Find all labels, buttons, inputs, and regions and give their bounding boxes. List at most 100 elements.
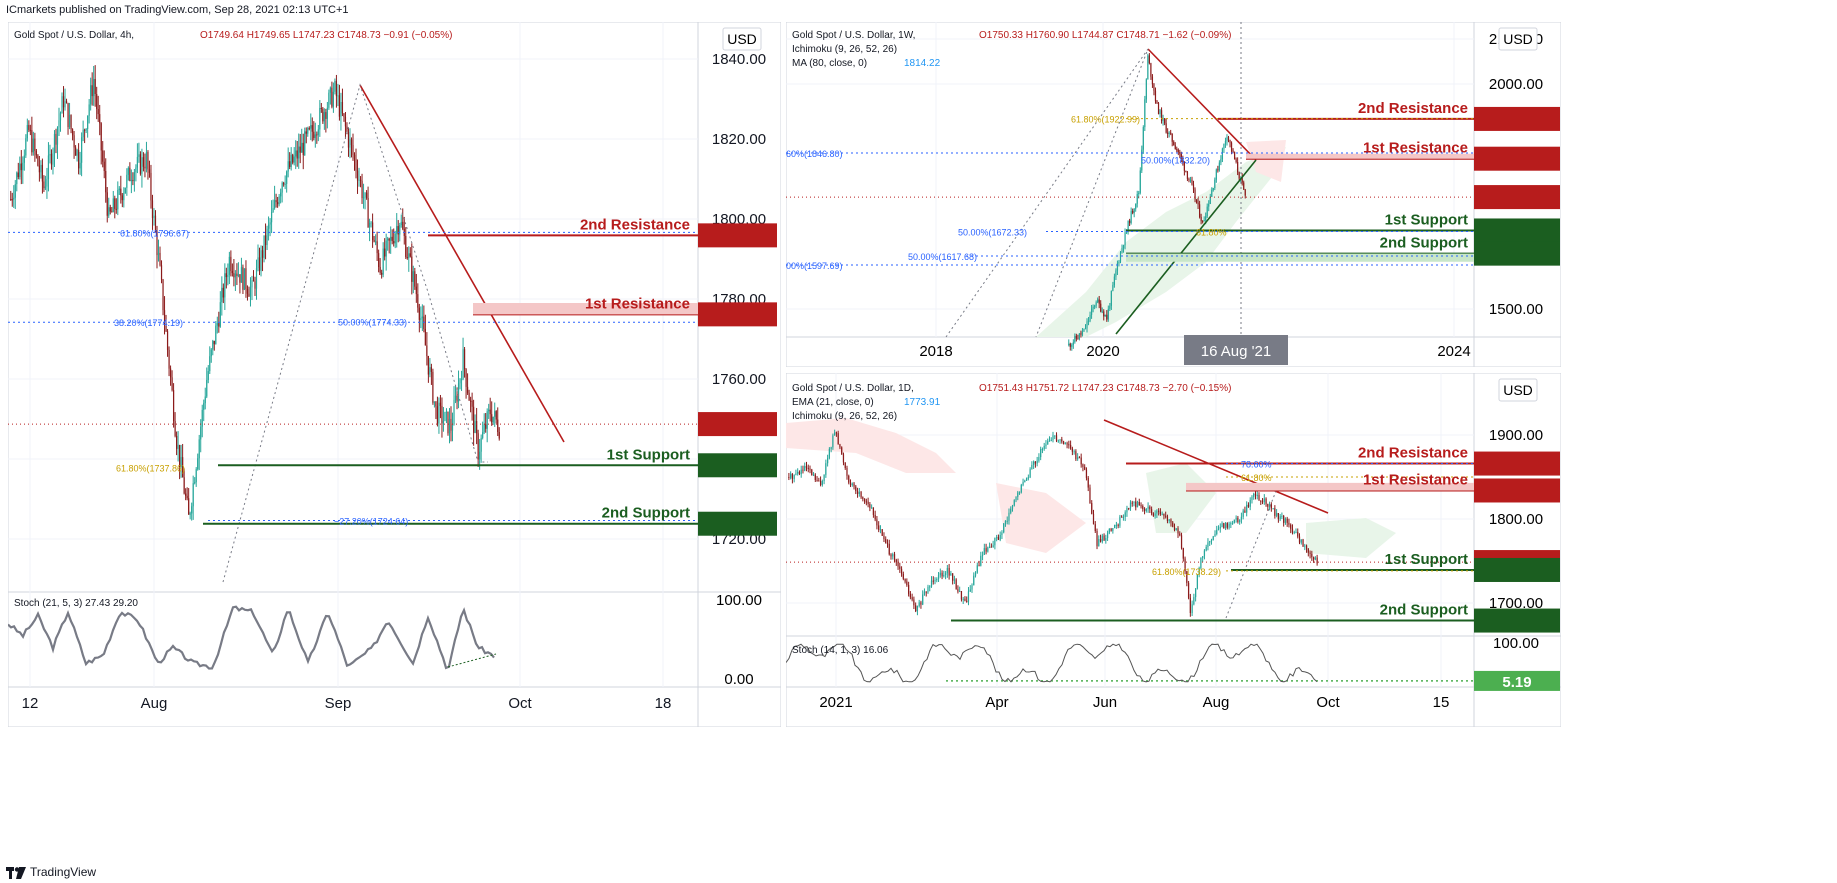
h4-candle-125 <box>198 439 200 459</box>
d1-candle-298 <box>1312 557 1315 560</box>
d1-candle-130 <box>1017 492 1019 497</box>
d1-candle-249 <box>1226 523 1228 528</box>
legend-title: Gold Spot / U.S. Dollar, 4h, <box>14 30 134 41</box>
h4-candle-144 <box>227 274 229 278</box>
d1-candle-94 <box>953 579 956 581</box>
h4-candle-238 <box>368 222 371 228</box>
h4-candle-65 <box>108 207 110 216</box>
d1-candle-61 <box>895 559 897 563</box>
h4-candle-87 <box>141 157 143 174</box>
h4-fib-label-0: 61.80%(1796.67) <box>120 228 189 238</box>
h4-candle-206 <box>320 108 322 110</box>
h4-level-name-1: 1st Resistance <box>585 295 690 312</box>
w1-candle-88 <box>1202 221 1204 223</box>
d1-candle-160 <box>1069 445 1072 449</box>
d1-candle-62 <box>897 562 899 567</box>
h4-fib-label-1: 38.20%(1774.19) <box>114 318 183 328</box>
d1-candle-265 <box>1254 493 1257 496</box>
h4-candle-291 <box>448 418 451 434</box>
d1-candle-177 <box>1099 539 1102 542</box>
w1-candle-116 <box>1244 189 1246 196</box>
currency-button[interactable] <box>1498 27 1538 51</box>
h4-candle-70 <box>115 208 117 210</box>
h4-candle-233 <box>361 180 363 199</box>
h4-candle-44 <box>76 150 78 156</box>
h4-candle-280 <box>432 371 434 403</box>
d1-candle-11 <box>807 467 809 469</box>
currency-button[interactable] <box>1498 378 1538 402</box>
d1-candle-59 <box>892 554 894 557</box>
h4-candle-203 <box>316 134 318 136</box>
d1-candle-145 <box>1043 445 1045 450</box>
w1-candle-107 <box>1230 142 1233 151</box>
d1-trendline <box>1103 419 1329 514</box>
h4-candle-279 <box>430 367 432 372</box>
d1-level-name-1: 1st Resistance <box>1363 471 1468 488</box>
h4-candle-29 <box>53 133 56 154</box>
d1-candle-10 <box>805 465 808 468</box>
h4-candle-313 <box>482 432 484 438</box>
w1-candle-57 <box>1154 90 1157 101</box>
d1-candle-46 <box>869 503 871 508</box>
w1-support-zone <box>1126 253 1474 262</box>
d1-candle-184 <box>1112 528 1114 531</box>
h4-candle-14 <box>31 130 33 153</box>
d1-candle-17 <box>818 480 820 482</box>
h4-candle-270 <box>417 294 419 308</box>
d1-candle-97 <box>959 591 961 593</box>
h4-candle-116 <box>185 493 187 496</box>
w1-candle-90 <box>1205 216 1207 221</box>
d1-axis-tick-0: 1900.00 <box>1489 427 1543 444</box>
currency-button[interactable] <box>722 27 762 51</box>
d1-candle-169 <box>1085 469 1088 478</box>
w1-candle-106 <box>1229 139 1231 143</box>
d1-candle-202 <box>1143 508 1146 511</box>
h4-candle-320 <box>492 416 494 423</box>
h4-candle-324 <box>498 432 500 439</box>
h4-candle-300 <box>462 349 464 380</box>
d1-candle-74 <box>918 602 920 607</box>
chart-4h-panel[interactable]: 1840.001820.001800.001780.001760.001740.… <box>7 21 782 728</box>
w1-candle-78 <box>1186 171 1189 179</box>
w1-candle-95 <box>1212 188 1214 190</box>
h4-candle-239 <box>370 222 372 224</box>
d1-candle-289 <box>1297 532 1299 537</box>
d1-candle-208 <box>1154 513 1156 516</box>
h4-candle-124 <box>197 458 199 470</box>
h4-candle-195 <box>304 131 306 156</box>
d1-candle-297 <box>1311 553 1313 558</box>
h4-candle-264 <box>408 253 410 259</box>
chart-4h-svg[interactable]: 1840.001820.001800.001780.001760.001740.… <box>7 21 782 728</box>
d1-candle-267 <box>1258 495 1260 501</box>
w1-candle-56 <box>1153 84 1155 91</box>
w1-candle-71 <box>1176 149 1178 151</box>
h4-candle-119 <box>189 513 191 515</box>
h4-candle-219 <box>340 102 342 117</box>
d1-candle-148 <box>1048 440 1051 442</box>
h4-candle-27 <box>50 153 53 165</box>
chart-1d-panel[interactable]: 1900.00 1800.00 1700.00 2021 Apr Jun Aug Oct 15 2… <box>785 372 1562 728</box>
d1-candle-291 <box>1300 539 1302 543</box>
h4-candle-73 <box>120 188 122 196</box>
h4-candle-294 <box>453 399 455 425</box>
d1-candle-245 <box>1219 526 1221 529</box>
h4-candle-107 <box>171 377 173 391</box>
d1-time-tick-2: Jun <box>1093 694 1117 711</box>
w1-candle-69 <box>1173 141 1175 146</box>
chart-1d-svg[interactable]: 1900.00 1800.00 1700.00 2021 Apr Jun Aug Oct 15 2… <box>785 372 1562 728</box>
h4-candle-2 <box>13 197 15 200</box>
d1-candle-262 <box>1249 500 1251 507</box>
h4-candle-111 <box>177 444 179 449</box>
h4-candle-276 <box>426 345 428 356</box>
d1-candle-158 <box>1066 443 1068 445</box>
h4-price-tag-0 <box>698 223 777 248</box>
d1-candle-257 <box>1240 516 1243 520</box>
w1-candle-22 <box>1101 311 1103 313</box>
h4-candle-322 <box>495 411 497 420</box>
h4-fib-label-2: 50.00%(1774.33) <box>338 318 407 328</box>
h4-candle-122 <box>194 482 196 484</box>
h4-candle-273 <box>421 316 423 319</box>
d1-candle-199 <box>1138 502 1140 506</box>
